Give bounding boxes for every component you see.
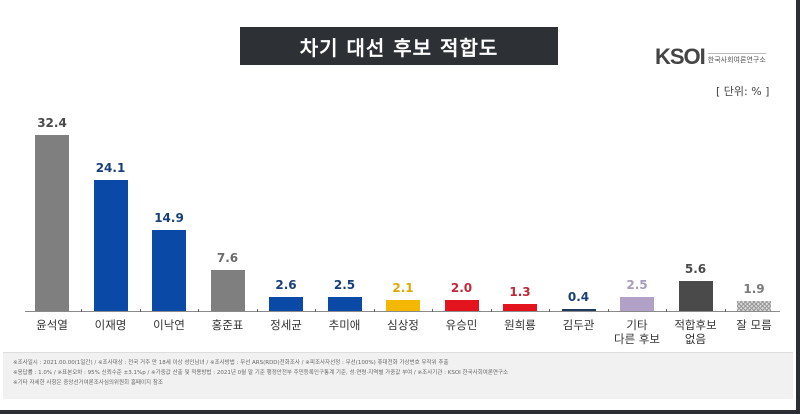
category-label: 홍준표 — [211, 318, 244, 332]
bar — [444, 300, 479, 311]
axis-tick — [666, 309, 668, 312]
axis-tick — [198, 309, 200, 312]
value-label: 2.0 — [450, 281, 473, 296]
value-label: 2.5 — [626, 278, 648, 293]
category-label: 유승민 — [445, 318, 478, 332]
axis-tick — [549, 309, 551, 312]
category-label: 이낙연 — [153, 318, 185, 332]
survey-note-line-2: ※응답률 : 1.0% / ※표본오차 : 95% 신뢰수준 ±3.1%p / … — [13, 370, 509, 376]
value-label: 2.5 — [333, 278, 356, 293]
bar — [620, 297, 654, 311]
survey-notes: ※조사일시 : 2021.00.00(1일간) / ※조사대상 : 전국 거주 … — [3, 352, 793, 399]
bar — [386, 299, 420, 311]
category-label: 추미애 — [328, 318, 361, 332]
bar — [737, 300, 771, 311]
category-label: 김두관 — [562, 318, 595, 332]
category-label: 기타 다른 후보 — [614, 318, 660, 346]
logo-subtitle: 한국사회여론연구소 — [707, 53, 766, 65]
category-label: 잘 모름 — [736, 318, 772, 332]
logo-mark: KSOI — [655, 44, 706, 69]
bar — [210, 269, 245, 311]
axis-tick — [432, 309, 434, 312]
bar — [269, 296, 303, 311]
bar-chart: 32.4 윤석열 24.1 이재명 14.9 이낙연 7.6 홍준표 2.6 정세균 2.5 추미애 2… — [25, 116, 780, 346]
chart-title: 차기 대선 후보 적합도 — [240, 27, 558, 65]
axis-tick — [315, 309, 317, 312]
category-label: 이재명 — [94, 318, 127, 332]
value-label: 0.4 — [567, 289, 590, 304]
bar — [93, 180, 128, 311]
axis-tick — [373, 309, 375, 312]
unit-label: [ 단위: % ] — [716, 85, 770, 98]
value-label: 24.1 — [95, 161, 126, 176]
category-label: 윤석열 — [36, 318, 68, 332]
value-label: 14.9 — [154, 211, 184, 226]
axis-tick — [490, 309, 492, 312]
axis-tick — [607, 309, 609, 312]
category-label: 원희룡 — [504, 318, 536, 332]
ksoi-logo: KSOI 한국사회여론연구소 — [655, 44, 766, 70]
x-axis-line — [25, 311, 780, 312]
bar — [35, 135, 69, 311]
bar — [152, 230, 186, 311]
category-label: 정세균 — [270, 318, 302, 332]
bar — [503, 303, 537, 311]
survey-note-line-1: ※조사일시 : 2021.00.00(1일간) / ※조사대상 : 전국 거주 … — [13, 360, 449, 366]
value-label: 1.3 — [509, 284, 531, 299]
axis-tick — [81, 309, 83, 312]
axis-tick — [724, 309, 726, 312]
value-label: 2.1 — [392, 280, 414, 295]
bar — [327, 297, 362, 311]
category-label: 심상정 — [387, 318, 419, 332]
axis-tick — [139, 309, 141, 312]
survey-note-line-3: ※기타 자세한 사항은 중앙선거여론조사심의위원회 홈페이지 참조 — [13, 380, 163, 386]
axis-tick — [256, 309, 258, 312]
category-label: 적합후보 없음 — [674, 318, 717, 346]
bar — [678, 280, 713, 311]
value-label: 5.6 — [684, 261, 707, 276]
value-label: 7.6 — [216, 250, 239, 265]
value-label: 32.4 — [37, 116, 67, 131]
value-label: 2.6 — [275, 277, 297, 292]
value-label: 1.9 — [743, 281, 765, 296]
bar — [561, 308, 596, 311]
